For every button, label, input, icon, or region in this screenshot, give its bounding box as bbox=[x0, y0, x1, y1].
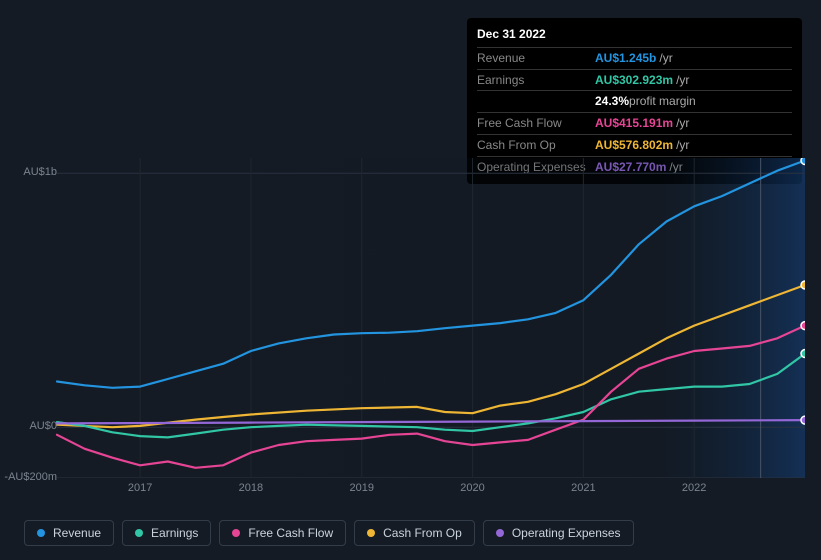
tooltip-label bbox=[477, 93, 595, 110]
legend-item-earnings[interactable]: Earnings bbox=[122, 520, 211, 546]
legend-label: Operating Expenses bbox=[512, 526, 621, 540]
legend-dot-icon bbox=[496, 529, 504, 537]
legend-item-operating-expenses[interactable]: Operating Expenses bbox=[483, 520, 634, 546]
line-chart[interactable] bbox=[16, 158, 805, 478]
series-end-marker bbox=[801, 416, 805, 424]
tooltip-unit: /yr bbox=[676, 137, 689, 154]
legend-dot-icon bbox=[232, 529, 240, 537]
tooltip-unit: /yr bbox=[676, 115, 689, 132]
tooltip-unit: /yr bbox=[659, 50, 672, 67]
legend-item-free-cash-flow[interactable]: Free Cash Flow bbox=[219, 520, 346, 546]
legend: Revenue Earnings Free Cash Flow Cash From O… bbox=[24, 520, 634, 546]
legend-item-cash-from-op[interactable]: Cash From Op bbox=[354, 520, 475, 546]
tooltip-row: RevenueAU$1.245b /yr bbox=[477, 47, 792, 69]
x-axis-label: 2022 bbox=[682, 482, 706, 494]
tooltip-margin: 24.3% bbox=[595, 93, 629, 110]
series-end-marker bbox=[801, 350, 805, 358]
legend-label: Revenue bbox=[53, 526, 101, 540]
legend-dot-icon bbox=[135, 529, 143, 537]
x-axis-label: 2018 bbox=[239, 482, 263, 494]
tooltip-unit: /yr bbox=[676, 72, 689, 89]
tooltip-row: 24.3% profit margin bbox=[477, 90, 792, 112]
series-end-marker bbox=[801, 322, 805, 330]
tooltip-label: Cash From Op bbox=[477, 137, 595, 154]
legend-dot-icon bbox=[367, 529, 375, 537]
tooltip-value: AU$415.191m bbox=[595, 115, 673, 132]
y-axis-label: AU$1b bbox=[23, 166, 57, 178]
tooltip-value: AU$302.923m bbox=[595, 72, 673, 89]
x-axis-label: 2017 bbox=[128, 482, 152, 494]
tooltip-row: Free Cash FlowAU$415.191m /yr bbox=[477, 112, 792, 134]
tooltip-label: Earnings bbox=[477, 72, 595, 89]
legend-label: Free Cash Flow bbox=[248, 526, 333, 540]
tooltip-value: AU$1.245b bbox=[595, 50, 656, 67]
tooltip-label: Revenue bbox=[477, 50, 595, 67]
x-axis-label: 2021 bbox=[571, 482, 595, 494]
chart-area: AU$1bAU$0-AU$200m 2017201820192020202120… bbox=[16, 158, 805, 498]
tooltip-value: AU$576.802m bbox=[595, 137, 673, 154]
tooltip-row: EarningsAU$302.923m /yr bbox=[477, 69, 792, 91]
legend-label: Cash From Op bbox=[383, 526, 462, 540]
series-end-marker bbox=[801, 158, 805, 165]
tooltip-label: Free Cash Flow bbox=[477, 115, 595, 132]
tooltip-row: Cash From OpAU$576.802m /yr bbox=[477, 134, 792, 156]
x-axis-label: 2020 bbox=[460, 482, 484, 494]
legend-item-revenue[interactable]: Revenue bbox=[24, 520, 114, 546]
legend-dot-icon bbox=[37, 529, 45, 537]
legend-label: Earnings bbox=[151, 526, 198, 540]
y-axis-label: AU$0 bbox=[29, 420, 57, 432]
series-end-marker bbox=[801, 281, 805, 289]
x-axis-label: 2019 bbox=[349, 482, 373, 494]
tooltip-date: Dec 31 2022 bbox=[477, 24, 792, 47]
tooltip-unit: profit margin bbox=[629, 93, 696, 110]
